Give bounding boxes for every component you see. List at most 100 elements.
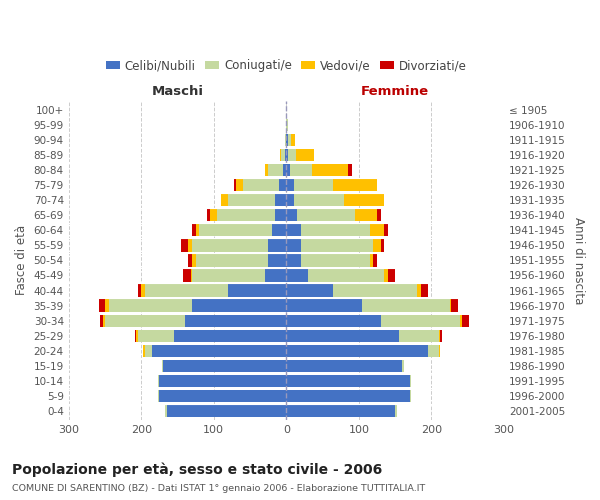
- Bar: [417, 284, 421, 296]
- Bar: [286, 405, 395, 417]
- Bar: [286, 360, 403, 372]
- Bar: [196, 224, 199, 236]
- Legend: Celibi/Nubili, Coniugati/e, Vedovi/e, Divorziati/e: Celibi/Nubili, Coniugati/e, Vedovi/e, Di…: [102, 56, 470, 76]
- Bar: [421, 284, 428, 296]
- Bar: [192, 224, 196, 236]
- Bar: [183, 270, 191, 281]
- Bar: [137, 284, 141, 296]
- Bar: [152, 344, 286, 357]
- Bar: [181, 239, 188, 252]
- Bar: [136, 330, 137, 342]
- Bar: [388, 270, 395, 281]
- Bar: [243, 179, 279, 192]
- Bar: [395, 405, 397, 417]
- Bar: [160, 375, 286, 387]
- Bar: [109, 300, 192, 312]
- Bar: [301, 239, 373, 252]
- Bar: [100, 314, 103, 327]
- Bar: [228, 284, 286, 296]
- Bar: [370, 224, 384, 236]
- Bar: [268, 239, 286, 252]
- Bar: [286, 134, 288, 146]
- Bar: [292, 134, 295, 146]
- Bar: [290, 164, 311, 176]
- Bar: [145, 344, 152, 357]
- Bar: [286, 179, 293, 192]
- Bar: [301, 254, 370, 266]
- Bar: [286, 330, 399, 342]
- Bar: [188, 239, 192, 252]
- Bar: [293, 179, 334, 192]
- Bar: [103, 314, 105, 327]
- Bar: [141, 284, 145, 296]
- Bar: [268, 254, 286, 266]
- Text: COMUNE DI SARENTINO (BZ) - Dati ISTAT 1° gennaio 2006 - Elaborazione TUTTITALIA.: COMUNE DI SARENTINO (BZ) - Dati ISTAT 1°…: [12, 484, 425, 493]
- Bar: [286, 118, 288, 131]
- Text: Popolazione per età, sesso e stato civile - 2006: Popolazione per età, sesso e stato civil…: [12, 462, 382, 477]
- Bar: [279, 179, 286, 192]
- Bar: [439, 330, 440, 342]
- Y-axis label: Anni di nascita: Anni di nascita: [572, 216, 585, 304]
- Bar: [137, 330, 174, 342]
- Bar: [158, 375, 160, 387]
- Bar: [449, 300, 451, 312]
- Bar: [265, 270, 286, 281]
- Bar: [296, 149, 314, 161]
- Bar: [275, 209, 286, 222]
- Bar: [99, 300, 105, 312]
- Bar: [167, 405, 286, 417]
- Bar: [283, 164, 286, 176]
- Bar: [370, 254, 373, 266]
- Bar: [399, 330, 439, 342]
- Text: Maschi: Maschi: [151, 86, 203, 98]
- Bar: [439, 344, 440, 357]
- Bar: [286, 300, 362, 312]
- Bar: [158, 390, 160, 402]
- Bar: [373, 239, 380, 252]
- Bar: [143, 344, 145, 357]
- Bar: [308, 270, 384, 281]
- Bar: [384, 270, 388, 281]
- Bar: [105, 300, 109, 312]
- Bar: [192, 254, 196, 266]
- Bar: [462, 314, 469, 327]
- Bar: [286, 375, 410, 387]
- Bar: [192, 270, 265, 281]
- Bar: [410, 390, 411, 402]
- Bar: [268, 164, 283, 176]
- Bar: [285, 134, 286, 146]
- Bar: [286, 194, 293, 206]
- Bar: [334, 284, 417, 296]
- Bar: [192, 239, 268, 252]
- Bar: [311, 164, 348, 176]
- Bar: [403, 360, 404, 372]
- Bar: [286, 270, 308, 281]
- Bar: [210, 209, 217, 222]
- Bar: [217, 209, 275, 222]
- Bar: [185, 314, 286, 327]
- Bar: [281, 149, 285, 161]
- Bar: [285, 149, 286, 161]
- Bar: [380, 314, 460, 327]
- Bar: [286, 254, 301, 266]
- Bar: [105, 314, 185, 327]
- Bar: [373, 254, 377, 266]
- Bar: [451, 300, 458, 312]
- Bar: [286, 284, 334, 296]
- Bar: [196, 254, 268, 266]
- Bar: [293, 194, 344, 206]
- Bar: [297, 209, 355, 222]
- Bar: [384, 224, 388, 236]
- Bar: [288, 134, 292, 146]
- Bar: [234, 179, 236, 192]
- Bar: [286, 209, 297, 222]
- Bar: [265, 164, 268, 176]
- Bar: [199, 224, 272, 236]
- Bar: [286, 164, 290, 176]
- Bar: [410, 375, 411, 387]
- Bar: [192, 300, 286, 312]
- Bar: [206, 209, 210, 222]
- Bar: [286, 224, 301, 236]
- Bar: [348, 164, 352, 176]
- Bar: [163, 360, 286, 372]
